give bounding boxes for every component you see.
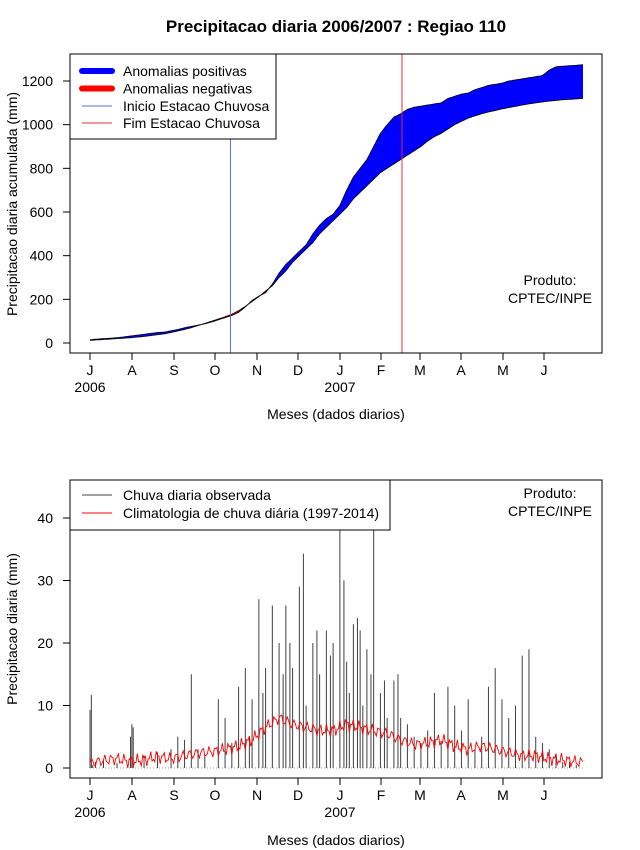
- x-tick-label: J: [337, 362, 344, 378]
- x-tick-label: J: [87, 362, 94, 378]
- daily-bars-layer: [89, 524, 583, 769]
- daily-x-axis-label: Meses (dados diarios): [267, 832, 405, 848]
- x-tick-label: A: [456, 787, 466, 803]
- x-year-label: 2006: [74, 379, 105, 395]
- y-tick-label: 800: [30, 160, 54, 176]
- cumulative-product-label: Produto:: [524, 272, 577, 288]
- daily-y-axis-label: Precipitacao diaria (mm): [4, 553, 20, 705]
- x-tick-label: M: [414, 787, 426, 803]
- x-tick-label: J: [541, 787, 548, 803]
- legend-negative-label: Anomalias negativas: [123, 81, 252, 97]
- y-tick-label: 20: [37, 635, 53, 651]
- x-tick-label: N: [252, 787, 262, 803]
- daily-product-label: Produto:: [524, 485, 577, 501]
- daily-legend-box: [69, 479, 391, 531]
- positive-anomaly-area: [90, 64, 583, 341]
- observed-cumulative-line: [89, 64, 584, 341]
- legend-onset-label: Inicio Estacao Chuvosa: [123, 98, 270, 114]
- x-tick-label: D: [293, 362, 303, 378]
- daily-climatology-layer: [89, 714, 584, 768]
- x-tick-label: O: [210, 787, 221, 803]
- x-tick-label: S: [169, 787, 178, 803]
- x-tick-label: M: [497, 787, 509, 803]
- cumulative-plot-frame: [69, 53, 603, 354]
- x-tick-label: S: [169, 362, 178, 378]
- y-tick-label: 1000: [22, 117, 53, 133]
- y-tick-label: 40: [37, 510, 53, 526]
- daily-y-axis: 0 10 20 30 40: [37, 510, 70, 776]
- climatology-daily-line: [89, 714, 584, 768]
- x-tick-label: N: [252, 362, 262, 378]
- x-tick-label: A: [456, 362, 466, 378]
- legend-end-label: Fim Estacao Chuvosa: [123, 115, 260, 131]
- daily-product-org: CPTEC/INPE: [508, 503, 592, 519]
- y-tick-label: 0: [45, 760, 53, 776]
- x-tick-label: J: [541, 362, 548, 378]
- x-tick-label: M: [414, 362, 426, 378]
- cumulative-legend: Anomalias positivas Anomalias negativas …: [69, 53, 277, 140]
- legend-observed-label: Chuva diaria observada: [123, 487, 271, 503]
- y-tick-label: 200: [30, 291, 54, 307]
- chart-title: Precipitacao diaria 2006/2007 : Regiao 1…: [166, 17, 506, 36]
- cumulative-anomaly-layer: [89, 64, 584, 341]
- daily-legend: Chuva diaria observada Climatologia de c…: [69, 479, 391, 531]
- x-tick-label: J: [87, 787, 94, 803]
- x-tick-label: D: [293, 787, 303, 803]
- x-tick-label: F: [377, 362, 386, 378]
- y-tick-label: 0: [45, 335, 53, 351]
- y-tick-label: 10: [37, 698, 53, 714]
- x-tick-label: F: [377, 787, 386, 803]
- x-year-label: 2007: [324, 804, 355, 820]
- x-year-label: 2007: [324, 379, 355, 395]
- cumulative-x-axis-label: Meses (dados diarios): [267, 406, 405, 422]
- y-tick-label: 600: [30, 204, 54, 220]
- cumulative-y-axis-label: Precipitacao diaria acumulada (mm): [4, 92, 20, 316]
- cumulative-y-axis: 0 200 400 600 800 1000 1200: [22, 73, 70, 351]
- climatology-cumulative-line: [89, 98, 584, 341]
- x-tick-label: O: [210, 362, 221, 378]
- y-tick-label: 400: [30, 248, 54, 264]
- y-tick-label: 1200: [22, 73, 53, 89]
- x-tick-label: A: [127, 787, 137, 803]
- x-tick-label: J: [337, 787, 344, 803]
- x-tick-label: A: [127, 362, 137, 378]
- cumulative-product-org: CPTEC/INPE: [508, 290, 592, 306]
- legend-climatology-label: Climatologia de chuva diária (1997-2014): [123, 505, 379, 521]
- x-tick-label: M: [497, 362, 509, 378]
- y-tick-label: 30: [37, 573, 53, 589]
- x-year-label: 2006: [74, 804, 105, 820]
- legend-positive-label: Anomalias positivas: [123, 63, 247, 79]
